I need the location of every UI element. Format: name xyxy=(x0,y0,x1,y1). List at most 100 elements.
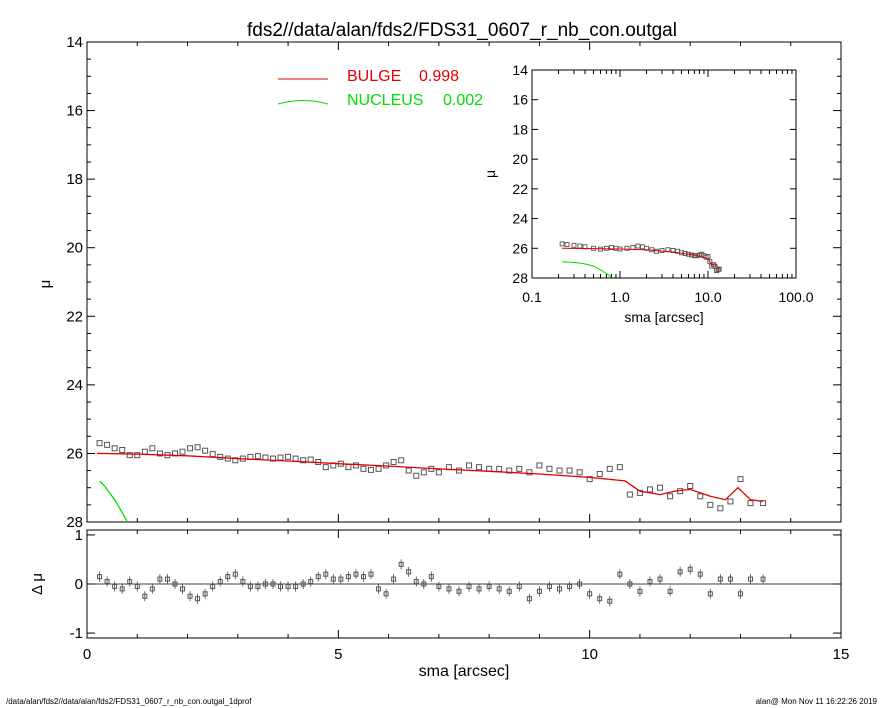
data-point xyxy=(126,452,133,459)
residual-point xyxy=(119,586,125,592)
inset-x-axis-label: sma [arcsec] xyxy=(624,309,703,325)
data-point xyxy=(667,493,674,500)
data-point xyxy=(760,500,767,507)
residual-point xyxy=(202,591,208,597)
y-tick-label: 22 xyxy=(66,308,83,325)
residual-point xyxy=(717,576,723,582)
data-point xyxy=(285,453,292,460)
x-tick-label: 10 xyxy=(581,646,598,663)
data-point xyxy=(646,486,653,493)
data-point xyxy=(556,467,563,474)
residual-point xyxy=(647,579,653,585)
residual-point xyxy=(760,576,766,582)
data-point xyxy=(390,459,397,465)
residual-point xyxy=(748,576,754,582)
residual-point xyxy=(506,588,512,594)
residual-point xyxy=(567,583,573,589)
residual-point xyxy=(428,574,434,580)
data-point xyxy=(232,457,239,464)
inset-panel: 14 16 18 20 22 24 26 28 0.1 1.0 10.0 100.0 μ sma [… xyxy=(482,62,814,325)
data-point xyxy=(466,462,473,469)
data-point xyxy=(141,448,148,455)
nucleus-model-line xyxy=(99,480,128,523)
inset-x-tick-label: 100.0 xyxy=(778,289,813,305)
main-y-ticks: 14 16 18 20 22 24 26 28 xyxy=(66,34,841,531)
y-tick-label: 20 xyxy=(66,240,83,257)
data-point xyxy=(119,447,126,453)
legend-nucleus-value: 0.002 xyxy=(443,92,483,109)
residual-y-ticks: -1 0 1 xyxy=(70,527,841,642)
residual-point xyxy=(546,583,552,589)
data-point xyxy=(707,501,714,508)
chart-title: fds2//data/alan/fds2/FDS31_0607_r_nb_con… xyxy=(247,20,677,41)
data-point xyxy=(217,453,224,460)
residual-point xyxy=(104,579,110,585)
data-point xyxy=(516,465,523,472)
residual-point xyxy=(368,571,374,577)
inset-x-tick-label: 10.0 xyxy=(694,289,721,305)
residual-point xyxy=(127,579,133,585)
data-point xyxy=(368,466,375,473)
residual-point xyxy=(217,579,223,585)
y-tick-label: 28 xyxy=(66,514,83,531)
data-point xyxy=(254,453,261,460)
inset-data-point xyxy=(571,242,577,248)
main-panel: 14 16 18 20 22 24 26 28 μ BULGE 0.998 NUCLEUS 0… xyxy=(37,34,842,531)
residual-point xyxy=(112,583,118,589)
residual-point xyxy=(667,588,673,594)
residual-point xyxy=(157,576,163,582)
residual-point xyxy=(293,583,299,589)
residual-point xyxy=(338,576,344,582)
inset-plot-frame xyxy=(531,69,797,279)
y-tick-label: 26 xyxy=(66,445,83,462)
data-point xyxy=(360,465,367,472)
residual-point xyxy=(142,593,148,599)
footer-user-timestamp: alan@ Mon Nov 11 16:22:26 2019 xyxy=(755,697,877,706)
residual-point xyxy=(577,581,583,587)
residual-point xyxy=(637,588,643,594)
residual-point xyxy=(687,566,693,572)
inset-y-axis-label: μ xyxy=(482,170,498,178)
data-point xyxy=(727,498,734,505)
data-point xyxy=(717,505,724,512)
residual-point xyxy=(617,571,623,577)
residual-point xyxy=(456,588,462,594)
inset-x-tick-label: 1.0 xyxy=(610,289,630,305)
residual-point xyxy=(727,576,733,582)
residual-point xyxy=(345,574,351,580)
data-point xyxy=(352,462,359,469)
residual-point xyxy=(232,571,238,577)
residual-point xyxy=(323,571,329,577)
residual-point xyxy=(225,574,231,580)
inset-y-tick-label: 18 xyxy=(512,121,528,137)
residual-point xyxy=(330,576,336,582)
residual-y-tick-label: 1 xyxy=(75,527,83,544)
residual-point xyxy=(391,576,397,582)
data-point xyxy=(606,465,613,472)
inset-nucleus-model-line xyxy=(562,261,612,278)
data-point xyxy=(187,445,194,452)
data-point xyxy=(134,452,141,459)
data-point xyxy=(596,471,603,477)
data-point xyxy=(566,467,573,474)
data-point xyxy=(194,444,201,451)
footer-filename: /data/alan/fds2//data/alan/fds2/FDS31_06… xyxy=(6,697,252,706)
residual-point xyxy=(315,574,321,580)
residual-y-tick-label: 0 xyxy=(75,576,83,593)
residual-point xyxy=(240,579,246,585)
data-point xyxy=(420,469,427,476)
residual-point xyxy=(180,586,186,592)
inset-data-point xyxy=(670,248,676,253)
residual-point xyxy=(536,588,542,594)
residual-point xyxy=(255,583,261,589)
x-tick-label: 0 xyxy=(83,646,91,663)
residual-point xyxy=(195,596,201,602)
residual-point xyxy=(657,576,663,582)
data-point xyxy=(179,448,186,455)
bulge-model-line xyxy=(97,452,764,503)
legend-nucleus-swatch xyxy=(277,100,329,105)
residual-point xyxy=(587,591,593,597)
residual-point xyxy=(421,581,427,587)
residual-point xyxy=(707,591,713,597)
